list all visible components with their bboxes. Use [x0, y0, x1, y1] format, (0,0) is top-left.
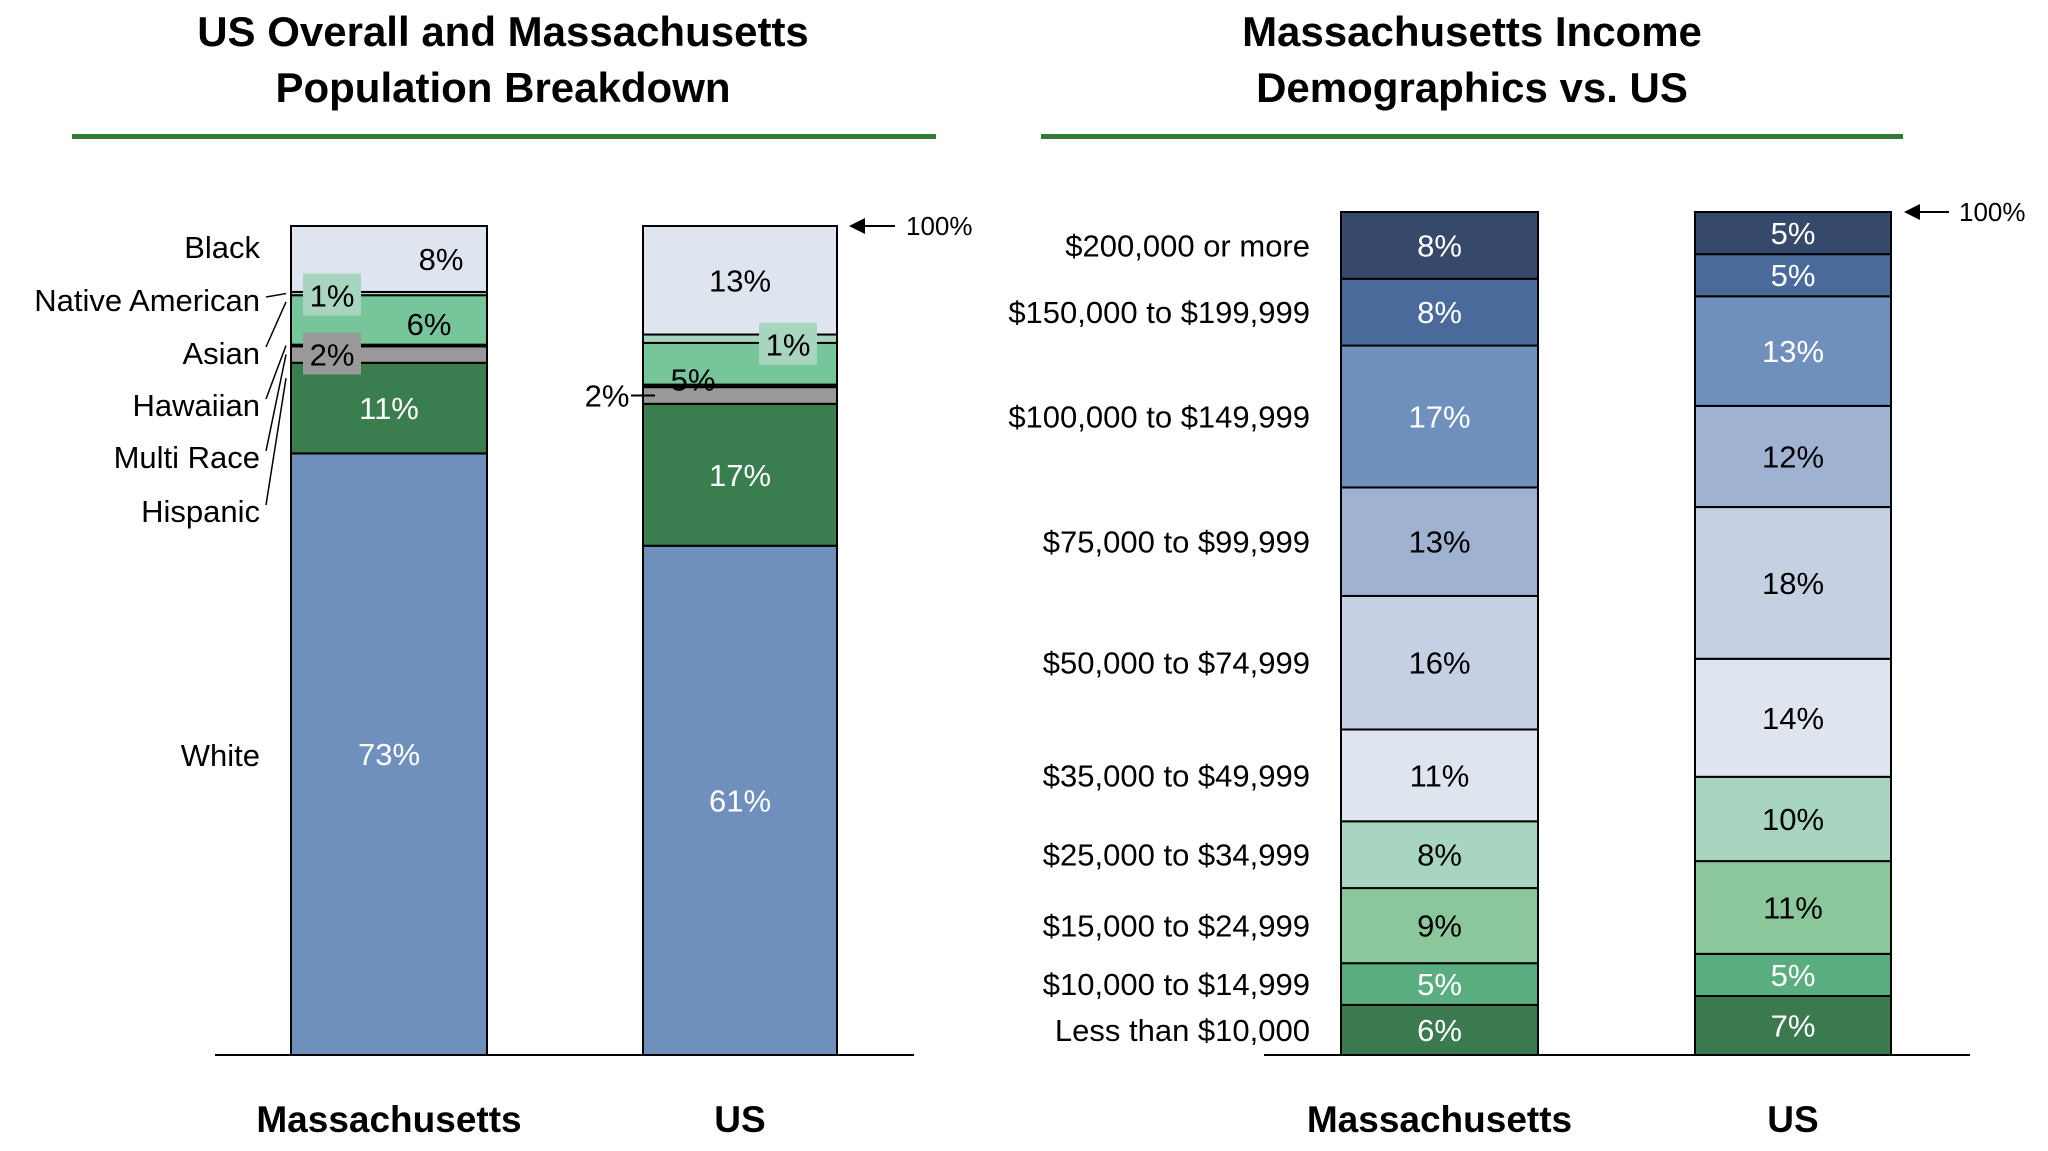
chart-title-line: US Overall and Massachusetts	[197, 8, 809, 55]
bar-segment	[290, 361, 488, 455]
data-label: 73%	[358, 737, 420, 772]
bar-segment	[290, 452, 488, 1056]
data-label: 61%	[709, 783, 771, 818]
label-box	[303, 273, 361, 316]
data-label: 13%	[1408, 525, 1470, 560]
title-rule	[72, 134, 936, 139]
category-label: $100,000 to $149,999	[1008, 399, 1310, 434]
category-label: $50,000 to $74,999	[1043, 646, 1310, 681]
category-label: $25,000 to $34,999	[1043, 838, 1310, 873]
bar-segment	[1340, 887, 1539, 965]
data-label: 11%	[1410, 758, 1470, 793]
category-label: $75,000 to $99,999	[1043, 525, 1310, 560]
label-box	[303, 332, 361, 375]
label-box	[759, 322, 817, 365]
category-label: Black	[184, 230, 260, 265]
income-chart: Massachusetts Income Demographics vs. US…	[1008, 8, 2025, 1140]
data-label: 6%	[407, 307, 452, 342]
category-label: $200,000 or more	[1065, 228, 1310, 263]
bar-segment	[1340, 277, 1539, 347]
data-label: 13%	[709, 263, 771, 298]
leader-line	[265, 377, 287, 506]
data-label: 16%	[1408, 646, 1470, 681]
bar-segment	[1340, 820, 1539, 890]
data-label: 5%	[1417, 967, 1462, 1002]
data-label: 8%	[419, 242, 464, 277]
category-label: Hispanic	[141, 494, 260, 529]
chart-title-line: Demographics vs. US	[1256, 64, 1688, 111]
category-label: $15,000 to $24,999	[1043, 909, 1310, 944]
data-label: 5%	[1771, 958, 1816, 993]
bar-segment	[1340, 962, 1539, 1006]
data-label: 5%	[1771, 216, 1816, 251]
data-label: 14%	[1762, 701, 1824, 736]
bar-segment	[642, 544, 838, 1057]
bar-segment	[1340, 344, 1539, 489]
leader-line	[265, 301, 287, 348]
chart-title-line: Massachusetts Income	[1242, 8, 1702, 55]
title-rule	[1041, 134, 1903, 139]
data-label: 12%	[1762, 439, 1824, 474]
data-label: 9%	[1417, 909, 1462, 944]
x-tick-label: Massachusetts	[1307, 1099, 1572, 1140]
bar-segment	[642, 225, 838, 336]
bar-segment	[1340, 486, 1539, 597]
data-label: 18%	[1762, 566, 1824, 601]
data-label: 5%	[1771, 258, 1816, 293]
x-tick-label: Massachusetts	[256, 1099, 521, 1140]
chart-title-line: Population Breakdown	[275, 64, 730, 111]
data-label: 11%	[359, 391, 419, 426]
bar-segment	[1694, 404, 1892, 509]
data-label: 2%	[585, 378, 630, 413]
data-label: 5%	[671, 363, 716, 398]
bar-segment	[1340, 594, 1539, 731]
leader-line	[265, 292, 287, 298]
arrow-left-icon	[849, 218, 865, 234]
total-marker-label: 100%	[1959, 197, 2026, 227]
category-label: Multi Race	[114, 440, 260, 475]
data-label: 8%	[1417, 228, 1462, 263]
arrow-left-icon	[1904, 204, 1920, 220]
category-label: Less than $10,000	[1055, 1013, 1310, 1048]
total-marker-label: 100%	[906, 211, 973, 241]
data-label: 8%	[1417, 838, 1462, 873]
data-label: 1%	[310, 279, 355, 314]
data-label: 10%	[1762, 802, 1824, 837]
data-label: 7%	[1771, 1008, 1816, 1043]
bar-segment	[1694, 860, 1892, 955]
category-label: Asian	[182, 336, 260, 371]
data-label: 8%	[1417, 295, 1462, 330]
data-label: 11%	[1763, 890, 1823, 925]
data-label: 6%	[1417, 1013, 1462, 1048]
bar-segment	[1694, 657, 1892, 778]
category-label: $150,000 to $199,999	[1008, 295, 1310, 330]
bar-segment	[1340, 728, 1539, 823]
category-label: $35,000 to $49,999	[1043, 758, 1310, 793]
category-label: Native American	[34, 283, 260, 318]
data-label: 1%	[766, 328, 811, 363]
population-chart: US Overall and Massachusetts Population …	[34, 8, 972, 1140]
category-label: $10,000 to $14,999	[1043, 967, 1310, 1002]
x-tick-label: US	[714, 1099, 765, 1140]
category-label: White	[181, 738, 260, 773]
category-label: Hawaiian	[132, 388, 260, 423]
bar-segment	[1694, 211, 1892, 256]
data-label: 2%	[310, 338, 355, 373]
x-tick-label: US	[1767, 1099, 1818, 1140]
leader-line	[265, 354, 287, 452]
data-label: 17%	[709, 458, 771, 493]
bar-segment	[1340, 211, 1539, 280]
bar-segment	[1694, 994, 1892, 1056]
bar-segment	[1694, 775, 1892, 863]
data-label: 13%	[1762, 334, 1824, 369]
data-label: 17%	[1408, 399, 1470, 434]
leader-line	[265, 345, 287, 400]
